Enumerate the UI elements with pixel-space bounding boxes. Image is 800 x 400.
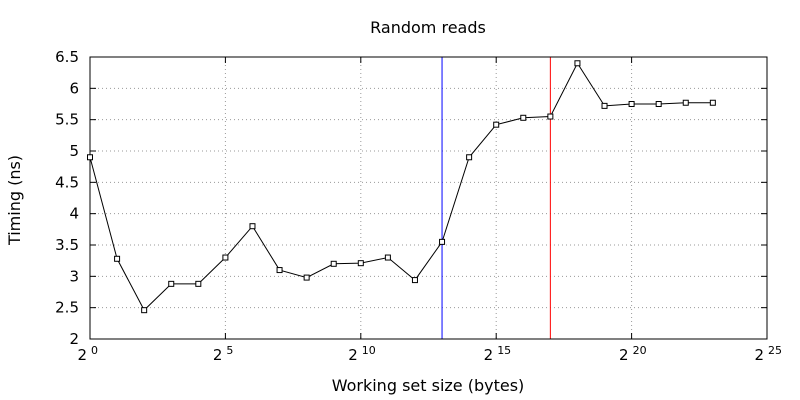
data-point (357, 260, 364, 267)
tick-marks (89, 56, 768, 340)
x-tick-base: 2 (484, 346, 494, 364)
data-point (411, 277, 418, 284)
y-tick-label: 2.5 (55, 299, 79, 317)
y-tick-label: 2 (69, 330, 79, 348)
plot-frame (89, 56, 768, 340)
x-tick-label: 2 10 (348, 344, 376, 364)
x-tick-exponent: 0 (91, 344, 98, 357)
x-tick-labels: 2 0 2 5 2 10 2 15 2 20 2 25 (77, 344, 782, 364)
data-point (276, 267, 283, 274)
data-point (520, 114, 527, 121)
data-point (493, 121, 500, 128)
y-tick-label: 3 (69, 267, 79, 285)
y-tick-label: 5.5 (55, 111, 79, 129)
y-tick-label: 3.5 (55, 236, 79, 254)
x-tick-label: 2 25 (754, 344, 782, 364)
series-line (89, 62, 713, 311)
chart-title: Random reads (370, 18, 486, 37)
x-tick-exponent: 5 (226, 344, 233, 357)
y-tick-labels: 2 2.5 3 3.5 4 4.5 5 5.5 6 6.5 (55, 48, 79, 348)
data-point (466, 154, 473, 161)
x-tick-exponent: 15 (497, 344, 511, 357)
grid (90, 57, 767, 339)
data-point (439, 238, 446, 245)
y-tick-label: 5 (69, 142, 79, 160)
data-point (114, 255, 121, 262)
data-point (222, 254, 229, 261)
x-tick-base: 2 (213, 346, 223, 364)
data-point (303, 274, 310, 281)
data-point (682, 99, 689, 106)
data-point (655, 101, 662, 107)
data-point (601, 102, 608, 109)
data-point (384, 254, 391, 261)
data-point (168, 280, 175, 287)
y-tick-label: 6.5 (55, 48, 79, 66)
data-point (195, 280, 202, 287)
y-tick-label: 4 (69, 205, 79, 223)
x-tick-exponent: 20 (633, 344, 647, 357)
data-point (87, 154, 93, 161)
y-tick-label: 6 (69, 79, 79, 97)
data-point (249, 223, 256, 230)
x-tick-exponent: 10 (362, 344, 376, 357)
reference-lines (441, 57, 551, 339)
x-tick-base: 2 (77, 346, 87, 364)
x-tick-exponent: 25 (768, 344, 782, 357)
series-group (87, 60, 716, 314)
x-tick-label: 2 15 (484, 344, 512, 364)
x-tick-base: 2 (348, 346, 358, 364)
data-point (547, 113, 554, 120)
data-point (574, 60, 581, 67)
y-tick-label: 4.5 (55, 173, 79, 191)
x-tick-base: 2 (754, 346, 764, 364)
data-point (141, 307, 148, 314)
x-tick-label: 2 20 (619, 344, 647, 364)
x-axis-label: Working set size (bytes) (332, 376, 525, 395)
data-point (628, 101, 635, 107)
data-point (709, 99, 716, 106)
y-axis-label: Timing (ns) (5, 155, 24, 246)
x-tick-base: 2 (619, 346, 629, 364)
data-point (330, 260, 337, 267)
